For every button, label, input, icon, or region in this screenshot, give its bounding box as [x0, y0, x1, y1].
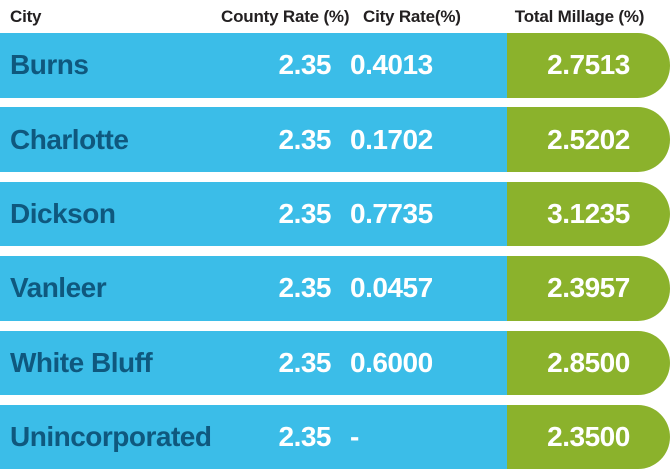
- total-millage-value: 2.5202: [547, 123, 630, 155]
- table-row: Burns 2.35 0.4013 2.7513: [0, 33, 670, 98]
- header-city-rate: City Rate(%): [363, 6, 461, 26]
- total-millage-value: 2.7513: [547, 49, 630, 81]
- header-county-rate: County Rate (%): [221, 6, 350, 26]
- city-name: Vanleer: [10, 272, 107, 304]
- total-millage-pill: 2.7513: [507, 33, 670, 98]
- total-millage-pill: 3.1235: [507, 181, 670, 247]
- county-rate-value: 2.35: [278, 421, 332, 453]
- city-name: White Bluff: [10, 346, 153, 378]
- county-rate-value: 2.35: [278, 198, 332, 230]
- city-name: Dickson: [10, 198, 116, 230]
- table-body: Burns 2.35 0.4013 2.7513 Charlotte 2.35 …: [0, 33, 670, 470]
- total-millage-pill: 2.8500: [507, 330, 670, 396]
- table-header: City County Rate (%) City Rate(%) Total …: [0, 0, 670, 33]
- total-millage-value: 2.3957: [547, 272, 630, 304]
- row-blue-band: Unincorporated 2.35 -: [0, 404, 507, 470]
- table-row: Unincorporated 2.35 - 2.3500: [0, 404, 670, 470]
- county-rate-value: 2.35: [278, 272, 332, 304]
- total-millage-pill: 2.3500: [507, 404, 670, 470]
- table-row: White Bluff 2.35 0.6000 2.8500: [0, 330, 670, 396]
- city-name: Burns: [10, 49, 89, 81]
- county-rate-value: 2.35: [278, 123, 332, 155]
- total-millage-value: 2.3500: [547, 421, 630, 453]
- city-rate-value: -: [350, 421, 359, 453]
- total-millage-pill: 2.5202: [507, 107, 670, 172]
- row-blue-band: White Bluff 2.35 0.6000: [0, 330, 507, 396]
- city-rate-value: 0.4013: [350, 49, 433, 81]
- county-rate-value: 2.35: [278, 346, 332, 378]
- table-row: Charlotte 2.35 0.1702 2.5202: [0, 107, 670, 172]
- city-rate-value: 0.7735: [350, 198, 433, 230]
- city-rate-value: 0.6000: [350, 346, 433, 378]
- row-blue-band: Burns 2.35 0.4013: [0, 33, 507, 98]
- header-city: City: [10, 6, 42, 26]
- table-row: Vanleer 2.35 0.0457 2.3957: [0, 256, 670, 321]
- county-rate-value: 2.35: [278, 49, 332, 81]
- city-name: Charlotte: [10, 123, 129, 155]
- table-row: Dickson 2.35 0.7735 3.1235: [0, 181, 670, 247]
- city-rate-value: 0.0457: [350, 272, 433, 304]
- row-blue-band: Vanleer 2.35 0.0457: [0, 256, 507, 321]
- row-blue-band: Dickson 2.35 0.7735: [0, 181, 507, 247]
- row-blue-band: Charlotte 2.35 0.1702: [0, 107, 507, 172]
- header-total-millage: Total Millage (%): [514, 6, 645, 26]
- total-millage-value: 2.8500: [547, 346, 630, 378]
- total-millage-pill: 2.3957: [507, 256, 670, 321]
- total-millage-value: 3.1235: [547, 198, 630, 230]
- city-name: Unincorporated: [10, 421, 212, 453]
- city-rate-value: 0.1702: [350, 123, 433, 155]
